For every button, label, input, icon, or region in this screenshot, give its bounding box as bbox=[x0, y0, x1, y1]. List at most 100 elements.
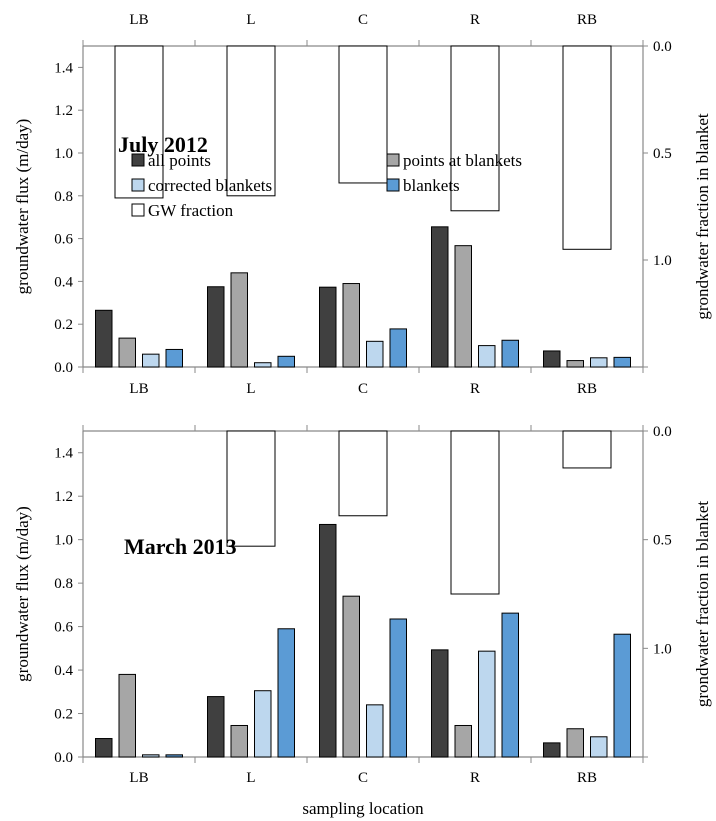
bar-corrected-blankets bbox=[366, 340, 384, 368]
gw-fraction-bar bbox=[114, 45, 164, 199]
y2-tick-label: 1.0 bbox=[653, 641, 672, 657]
gw-fraction-bar bbox=[338, 45, 388, 184]
bar-corrected-blankets bbox=[142, 353, 160, 368]
bar-blankets bbox=[389, 328, 407, 368]
y-tick-label: 1.4 bbox=[54, 60, 73, 76]
bar-all-points bbox=[207, 696, 225, 758]
bar-blankets bbox=[613, 633, 631, 758]
bar-corrected-blankets bbox=[590, 736, 608, 758]
x-category-label: R bbox=[470, 381, 480, 397]
y-axis-title: groundwater flux (m/day) bbox=[13, 506, 32, 682]
bar-all-points bbox=[95, 309, 113, 368]
bar-points-at-blankets bbox=[118, 673, 136, 758]
gw-fraction-bar bbox=[450, 430, 500, 595]
x-category-label: L bbox=[246, 770, 255, 786]
legend-item: GW fraction bbox=[131, 201, 234, 220]
x-category-label: C bbox=[358, 770, 368, 786]
x-category-label: LB bbox=[129, 381, 148, 397]
y2-tick-label: 1.0 bbox=[653, 253, 672, 269]
bar-points-at-blankets bbox=[230, 272, 248, 368]
legend-item: all points bbox=[131, 151, 211, 170]
top-category-label: L bbox=[246, 12, 255, 28]
top-category-label: LB bbox=[129, 12, 148, 28]
bar-all-points bbox=[543, 742, 561, 758]
y-tick-label: 0.8 bbox=[54, 576, 73, 592]
bar-points-at-blankets bbox=[342, 283, 360, 368]
legend-swatch bbox=[386, 178, 400, 192]
gw-fraction-bar bbox=[338, 430, 388, 517]
y-tick-label: 0.6 bbox=[54, 232, 73, 248]
bar-corrected-blankets bbox=[478, 650, 496, 758]
gw-fraction-bar bbox=[562, 430, 612, 469]
bar-blankets bbox=[613, 356, 631, 368]
gw-fraction-bar bbox=[226, 45, 276, 197]
bar-corrected-blankets bbox=[254, 362, 272, 368]
bar-corrected-blankets bbox=[478, 345, 496, 368]
bar-points-at-blankets bbox=[342, 595, 360, 758]
y2-axis-title: grondwater fraction in blanket bbox=[693, 113, 712, 320]
gw-fraction-bar bbox=[450, 45, 500, 212]
y-tick-label: 0.0 bbox=[54, 750, 73, 766]
bar-all-points bbox=[95, 738, 113, 758]
legend-item: blankets bbox=[386, 176, 460, 195]
legend-label: GW fraction bbox=[148, 201, 234, 220]
top-category-label: R bbox=[470, 12, 480, 28]
y-axis-title: groundwater flux (m/day) bbox=[13, 119, 32, 295]
y-tick-label: 0.0 bbox=[54, 360, 73, 376]
bar-points-at-blankets bbox=[566, 360, 584, 368]
legend-label: points at blankets bbox=[403, 151, 522, 170]
bar-points-at-blankets bbox=[454, 245, 472, 368]
bar-blankets bbox=[501, 612, 519, 758]
x-category-label: C bbox=[358, 381, 368, 397]
bar-blankets bbox=[277, 628, 295, 758]
bar-corrected-blankets bbox=[254, 690, 272, 758]
x-category-label: RB bbox=[577, 770, 597, 786]
legend-swatch bbox=[131, 153, 145, 167]
gw-fraction-bar bbox=[226, 430, 276, 547]
bar-all-points bbox=[431, 649, 449, 758]
gw-fraction-bar bbox=[562, 45, 612, 250]
y-tick-label: 0.4 bbox=[54, 274, 73, 290]
bar-all-points bbox=[431, 226, 449, 368]
bar-points-at-blankets bbox=[230, 724, 248, 758]
y2-tick-label: 0.5 bbox=[653, 146, 672, 162]
y-tick-label: 0.2 bbox=[54, 707, 73, 723]
legend-swatch bbox=[131, 178, 145, 192]
bar-points-at-blankets bbox=[454, 724, 472, 758]
bar-all-points bbox=[319, 286, 337, 368]
bar-points-at-blankets bbox=[566, 728, 584, 758]
top-category-label: C bbox=[358, 12, 368, 28]
y-tick-label: 1.0 bbox=[54, 533, 73, 549]
legend-swatch bbox=[386, 153, 400, 167]
x-axis-title: sampling location bbox=[302, 799, 424, 818]
y-tick-label: 1.2 bbox=[54, 103, 73, 119]
legend-label: blankets bbox=[403, 176, 460, 195]
x-category-label: LB bbox=[129, 770, 148, 786]
bar-points-at-blankets bbox=[118, 337, 136, 368]
y2-axis-title: grondwater fraction in blanket bbox=[693, 501, 712, 708]
bar-blankets bbox=[277, 355, 295, 368]
bar-blankets bbox=[165, 348, 183, 368]
y-tick-label: 0.4 bbox=[54, 663, 73, 679]
bar-all-points bbox=[543, 350, 561, 368]
y-tick-label: 1.2 bbox=[54, 489, 73, 505]
bar-corrected-blankets bbox=[366, 704, 384, 758]
legend-item: points at blankets bbox=[386, 151, 522, 170]
legend-swatch bbox=[131, 203, 145, 217]
y2-tick-label: 0.0 bbox=[653, 424, 672, 440]
x-category-label: L bbox=[246, 381, 255, 397]
legend-label: all points bbox=[148, 151, 211, 170]
bar-blankets bbox=[165, 754, 183, 758]
top-category-label: RB bbox=[577, 12, 597, 28]
y2-tick-label: 0.5 bbox=[653, 533, 672, 549]
x-category-label: RB bbox=[577, 381, 597, 397]
panel-title: March 2013 bbox=[124, 534, 237, 559]
y-tick-label: 1.4 bbox=[54, 446, 73, 462]
bar-blankets bbox=[389, 618, 407, 758]
bar-all-points bbox=[319, 523, 337, 758]
x-category-label: R bbox=[470, 770, 480, 786]
bar-all-points bbox=[207, 286, 225, 368]
panel-july-2012: 0.0 0.2 0.4 0.6 0.8 1.0 1.2 1.4 0.0 0.5 1.0 LB LB L L C… bbox=[13, 12, 712, 397]
y2-tick-label: 0.0 bbox=[653, 39, 672, 55]
